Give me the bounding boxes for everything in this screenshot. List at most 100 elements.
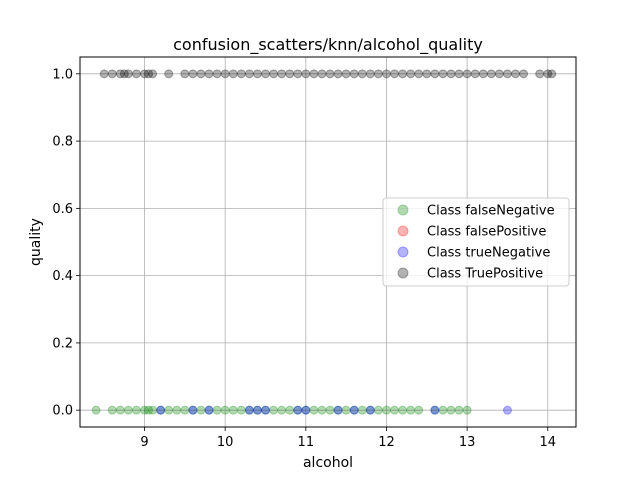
legend-label: Class falsePositive [427, 225, 546, 240]
x-tick-label: 12 [378, 435, 395, 450]
data-point [91, 405, 101, 415]
data-point [285, 405, 295, 415]
data-point [325, 69, 335, 79]
data-point [285, 69, 295, 79]
y-axis-label: quality [28, 218, 44, 266]
data-point [301, 69, 311, 79]
data-point [180, 69, 190, 79]
data-point [148, 405, 158, 415]
data-point [204, 69, 214, 79]
data-point [269, 69, 279, 79]
data-point [252, 405, 262, 415]
data-point [236, 405, 246, 415]
data-point [422, 69, 432, 79]
plot-frame [79, 56, 577, 428]
data-point [398, 69, 408, 79]
data-point [180, 405, 190, 415]
data-point [438, 69, 448, 79]
data-point [446, 405, 456, 415]
data-point [357, 69, 367, 79]
legend-marker [397, 267, 409, 279]
data-point [502, 69, 512, 79]
x-tick-label: 9 [140, 435, 148, 450]
x-tick-label: 11 [298, 435, 315, 450]
data-point [511, 69, 521, 79]
data-point [119, 69, 129, 79]
data-point [325, 405, 335, 415]
data-point [131, 405, 141, 415]
data-point [454, 69, 464, 79]
data-point [293, 405, 303, 415]
data-point [462, 69, 472, 79]
legend-marker [397, 246, 409, 258]
legend-label: Class trueNegative [427, 246, 550, 261]
data-point [349, 405, 359, 415]
data-point [236, 69, 246, 79]
data-point [196, 69, 206, 79]
series-class-truenegative [156, 405, 512, 415]
data-point [144, 405, 154, 415]
x-tick-label: 10 [217, 435, 234, 450]
data-point [140, 405, 150, 415]
data-point [365, 69, 375, 79]
data-point [277, 69, 287, 79]
data-point [502, 405, 512, 415]
data-point [115, 405, 125, 415]
legend-marker [397, 225, 409, 237]
data-point [462, 405, 472, 415]
data-point [228, 405, 238, 415]
y-tick-label: 1.0 [52, 67, 73, 82]
data-point [543, 69, 553, 79]
data-point [478, 69, 488, 79]
data-point [373, 405, 383, 415]
data-point [156, 405, 166, 415]
data-point [349, 69, 359, 79]
x-tick-label: 13 [459, 435, 476, 450]
data-point [381, 69, 391, 79]
data-point [398, 405, 408, 415]
data-point [547, 69, 557, 79]
x-axis-label: alcohol [303, 455, 353, 471]
data-point [244, 405, 254, 415]
data-point [349, 405, 359, 415]
legend-label: Class falseNegative [427, 204, 555, 219]
data-point [365, 405, 375, 415]
data-point [164, 69, 174, 79]
data-point [414, 405, 424, 415]
data-point [454, 405, 464, 415]
data-point [373, 69, 383, 79]
data-point [430, 69, 440, 79]
data-points [91, 69, 557, 415]
data-point [204, 405, 214, 415]
data-point [244, 69, 254, 79]
data-point [430, 405, 440, 415]
y-tick-label: 0.8 [52, 135, 73, 150]
legend: Class falseNegative Class falsePositive Cl… [382, 197, 570, 287]
data-point [123, 405, 133, 415]
data-point [438, 405, 448, 415]
data-point [252, 405, 262, 415]
x-tick-label: 14 [539, 435, 556, 450]
data-point [144, 69, 154, 79]
data-point [446, 69, 456, 79]
data-point [204, 405, 214, 415]
data-point [260, 405, 270, 415]
data-point [333, 405, 343, 415]
axis-ticks: 9 10 11 12 13 14 0.0 0.2 0.4 0.6 0.8 1.0 [52, 67, 556, 450]
data-point [115, 69, 125, 79]
data-point [188, 405, 198, 415]
data-point [293, 69, 303, 79]
data-point [188, 405, 198, 415]
data-point [357, 405, 367, 415]
data-point [131, 69, 141, 79]
data-point [519, 69, 529, 79]
chart-title: confusion_scatters/knn/alcohol_quality [173, 35, 483, 55]
data-point [212, 69, 222, 79]
data-point [293, 405, 303, 415]
data-point [164, 405, 174, 415]
data-point [317, 69, 327, 79]
data-point [140, 69, 150, 79]
data-point [406, 405, 416, 415]
y-tick-label: 0.4 [52, 269, 73, 284]
